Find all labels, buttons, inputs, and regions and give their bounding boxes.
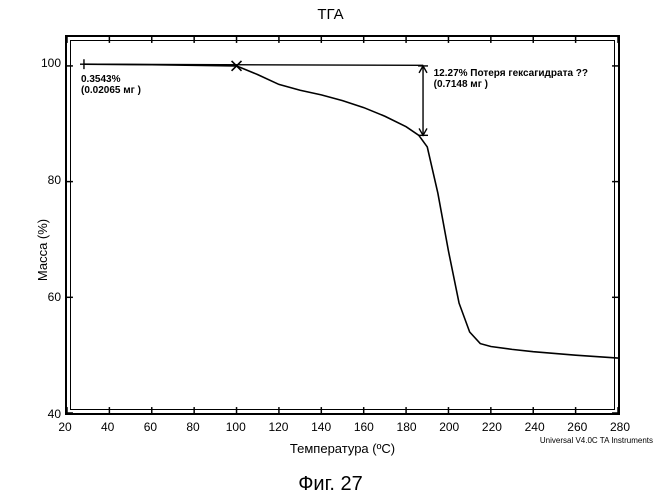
tga-curve: [84, 64, 618, 358]
x-tick: 180: [393, 420, 421, 434]
chart-title-text: ТГА: [317, 6, 343, 23]
plot-svg: [67, 37, 618, 413]
y-tick: 60: [33, 290, 61, 304]
x-axis-label-text: Температура (ºC): [290, 441, 395, 456]
x-tick: 160: [350, 420, 378, 434]
x-tick: 100: [222, 420, 250, 434]
chart-title: ТГА: [0, 6, 661, 24]
x-tick: 200: [435, 420, 463, 434]
annotation-initial-loss-line2: (0.02065 мг ): [81, 85, 141, 96]
x-tick: 80: [179, 420, 207, 434]
annotation-hexahydrate-loss: 12.27% Потеря гексагидрата ?? (0.7148 мг…: [434, 68, 588, 90]
annotation-initial-loss-line1: 0.3543%: [81, 74, 141, 85]
plot-area: 0.3543% (0.02065 мг ) 12.27% Потеря гекс…: [65, 35, 620, 415]
instrument-watermark: Universal V4.0C TA Instruments: [540, 430, 653, 448]
y-axis-label: Масса (%): [34, 219, 52, 281]
tga-chart-root: ТГА Масса (%) 406080100 2040608010012014…: [0, 0, 661, 500]
x-tick: 120: [264, 420, 292, 434]
y-tick: 40: [33, 407, 61, 421]
x-tick: 220: [478, 420, 506, 434]
x-tick: 40: [94, 420, 122, 434]
x-tick: 140: [307, 420, 335, 434]
y-axis-label-text: Масса (%): [35, 219, 50, 281]
figure-caption-text: Фиг. 27: [298, 473, 363, 495]
instrument-watermark-text: Universal V4.0C TA Instruments: [540, 436, 653, 445]
annotation-hexahydrate-loss-line1: 12.27% Потеря гексагидрата ??: [434, 68, 588, 79]
x-tick: 20: [51, 420, 79, 434]
annotation-hexahydrate-loss-line2: (0.7148 мг ): [434, 79, 588, 90]
x-axis-label: Температура (ºC): [65, 440, 620, 458]
x-tick: 60: [136, 420, 164, 434]
y-tick: 80: [33, 173, 61, 187]
y-tick: 100: [33, 56, 61, 70]
annotation-initial-loss: 0.3543% (0.02065 мг ): [81, 74, 141, 96]
figure-caption: Фиг. 27: [0, 473, 661, 496]
